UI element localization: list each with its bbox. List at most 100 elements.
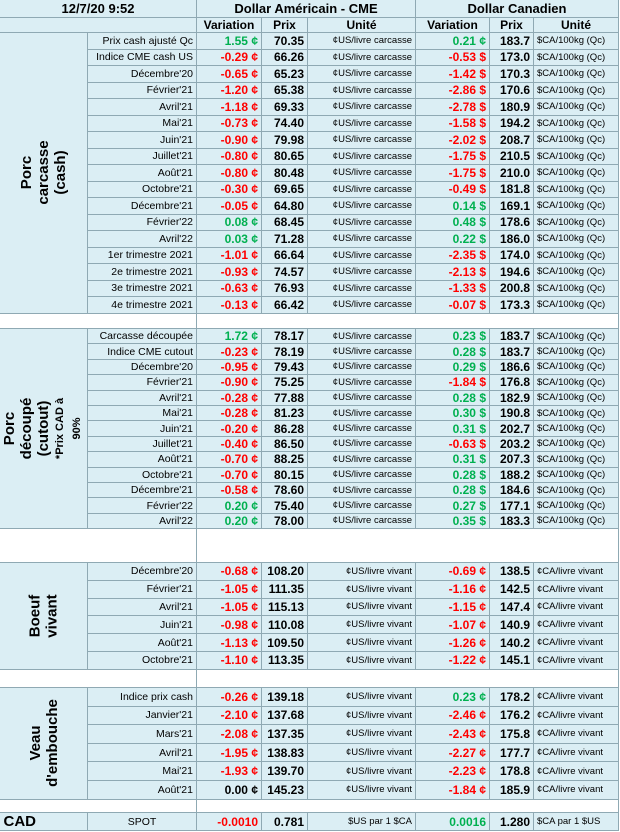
row-label: Août'21 <box>88 452 197 468</box>
usd-title: Dollar Américain - CME <box>197 0 416 18</box>
cad-price: 175.8 <box>490 725 534 744</box>
usd-price: 78.00 <box>262 513 308 530</box>
usd-unit: ¢US/livre carcasse <box>308 452 416 468</box>
cad-variation: 0.30 $ <box>416 406 490 422</box>
usd-unit: ¢US/livre carcasse <box>308 82 416 99</box>
cad-price: 202.7 <box>490 421 534 437</box>
cad-variation: -0.69 ¢ <box>416 563 490 581</box>
usd-unit: ¢US/livre carcasse <box>308 344 416 360</box>
cad-variation: 0.31 $ <box>416 452 490 468</box>
cad-variation: 0.48 $ <box>416 214 490 231</box>
usd-price: 137.35 <box>262 725 308 744</box>
section-label: Porc carcasse (cash) <box>0 33 88 314</box>
cad-unit: $CA/100kg (Qc) <box>534 49 619 66</box>
cad-unit: $CA/100kg (Qc) <box>534 181 619 198</box>
usd-variation: 1.72 ¢ <box>197 329 262 345</box>
usd-variation: -0.26 ¢ <box>197 688 262 707</box>
cad-price: 185.9 <box>490 781 534 800</box>
usd-price: 80.48 <box>262 165 308 182</box>
usd-unit: ¢US/livre carcasse <box>308 390 416 406</box>
usd-variation: -0.23 ¢ <box>197 344 262 360</box>
cad-variation: -0.07 $ <box>416 297 490 314</box>
usd-variation: -0.93 ¢ <box>197 264 262 281</box>
usd-unit: ¢US/livre carcasse <box>308 247 416 264</box>
usd-variation: -0.80 ¢ <box>197 148 262 165</box>
cad-variation: -1.58 $ <box>416 115 490 132</box>
row-label: Décembre'20 <box>88 563 197 581</box>
section-title: Porc découpé (cutout) *Prix CAD à 90% <box>1 388 86 469</box>
row-label: Février'21 <box>88 82 197 99</box>
usd-variation: -1.93 ¢ <box>197 762 262 781</box>
cad-unit: $CA/100kg (Qc) <box>534 280 619 297</box>
cad-variation: 0.31 $ <box>416 421 490 437</box>
cad-unit: ¢CA/livre vivant <box>534 743 619 763</box>
row-label: Indice CME cutout <box>88 344 197 360</box>
row-label: Février'21 <box>88 580 197 599</box>
row-label: Janvier'21 <box>88 706 197 726</box>
spacer <box>0 313 197 329</box>
usd-variation: -0.20 ¢ <box>197 421 262 437</box>
usd-price: 70.35 <box>262 33 308 50</box>
row-label: Octobre'21 <box>88 652 197 670</box>
cad-unit: $CA/100kg (Qc) <box>534 214 619 231</box>
cad-price: 194.6 <box>490 264 534 281</box>
column-header: Prix <box>262 18 308 33</box>
usd-variation: 0.20 ¢ <box>197 498 262 514</box>
usd-variation: -2.08 ¢ <box>197 725 262 744</box>
usd-unit: ¢US/livre carcasse <box>308 181 416 198</box>
usd-unit: ¢US/livre carcasse <box>308 198 416 215</box>
row-label: 1er trimestre 2021 <box>88 247 197 264</box>
section-name: Boeuf vivant <box>26 594 61 638</box>
cad-price: 181.8 <box>490 181 534 198</box>
usd-unit: ¢US/livre carcasse <box>308 375 416 391</box>
usd-price: 78.60 <box>262 483 308 499</box>
row-label: Février'21 <box>88 375 197 391</box>
spacer <box>197 669 619 688</box>
cad-unit: $CA/100kg (Qc) <box>534 33 619 50</box>
usd-variation: -0.90 ¢ <box>197 375 262 391</box>
cad-unit: $CA/100kg (Qc) <box>534 359 619 376</box>
cad-price: 184.6 <box>490 483 534 499</box>
cad-price: 182.9 <box>490 390 534 406</box>
usd-unit: ¢US/livre carcasse <box>308 49 416 66</box>
spacer <box>197 799 619 813</box>
row-label: Indice CME cash US <box>88 49 197 66</box>
cad-price: 183.7 <box>490 344 534 360</box>
usd-variation: -0.70 ¢ <box>197 452 262 468</box>
row-label: Décembre'21 <box>88 483 197 499</box>
usd-price: 113.35 <box>262 652 308 670</box>
cad-variation: 0.21 ¢ <box>416 33 490 50</box>
cad-title: Dollar Canadien <box>416 0 619 18</box>
usd-unit: ¢US/livre carcasse <box>308 33 416 50</box>
row-label: Carcasse découpée <box>88 329 197 345</box>
usd-unit: ¢US/livre carcasse <box>308 483 416 499</box>
row-label: 3e trimestre 2021 <box>88 280 197 297</box>
column-header: Variation <box>416 18 490 33</box>
section-label: Boeuf vivant <box>0 563 88 670</box>
usd-variation: 1.55 ¢ <box>197 33 262 50</box>
usd-variation: 0.08 ¢ <box>197 214 262 231</box>
usd-price: 79.98 <box>262 132 308 149</box>
cad-price: 194.2 <box>490 115 534 132</box>
usd-price: 76.93 <box>262 280 308 297</box>
spacer <box>197 529 619 563</box>
usd-variation: 0.00 ¢ <box>197 781 262 800</box>
usd-unit: ¢US/livre vivant <box>308 743 416 763</box>
usd-unit: ¢US/livre carcasse <box>308 148 416 165</box>
row-label: Prix cash ajusté Qc <box>88 33 197 50</box>
cad-price: 183.7 <box>490 329 534 345</box>
row-label: Juillet'21 <box>88 148 197 165</box>
spacer <box>0 799 197 813</box>
usd-variation: -0.13 ¢ <box>197 297 262 314</box>
row-label: Mai'21 <box>88 762 197 781</box>
cad-unit: ¢CA/livre vivant <box>534 563 619 581</box>
row-label: Indice prix cash <box>88 688 197 707</box>
row-label: SPOT <box>88 813 197 831</box>
section-label: Porc découpé (cutout) *Prix CAD à 90% <box>0 329 88 530</box>
section-name: CAD <box>3 813 37 830</box>
cad-variation: -1.07 ¢ <box>416 616 490 635</box>
cad-variation: 0.28 $ <box>416 344 490 360</box>
section-note: *Prix CAD à 90% <box>54 398 83 460</box>
cad-variation: 0.35 $ <box>416 513 490 530</box>
usd-variation: -1.01 ¢ <box>197 247 262 264</box>
